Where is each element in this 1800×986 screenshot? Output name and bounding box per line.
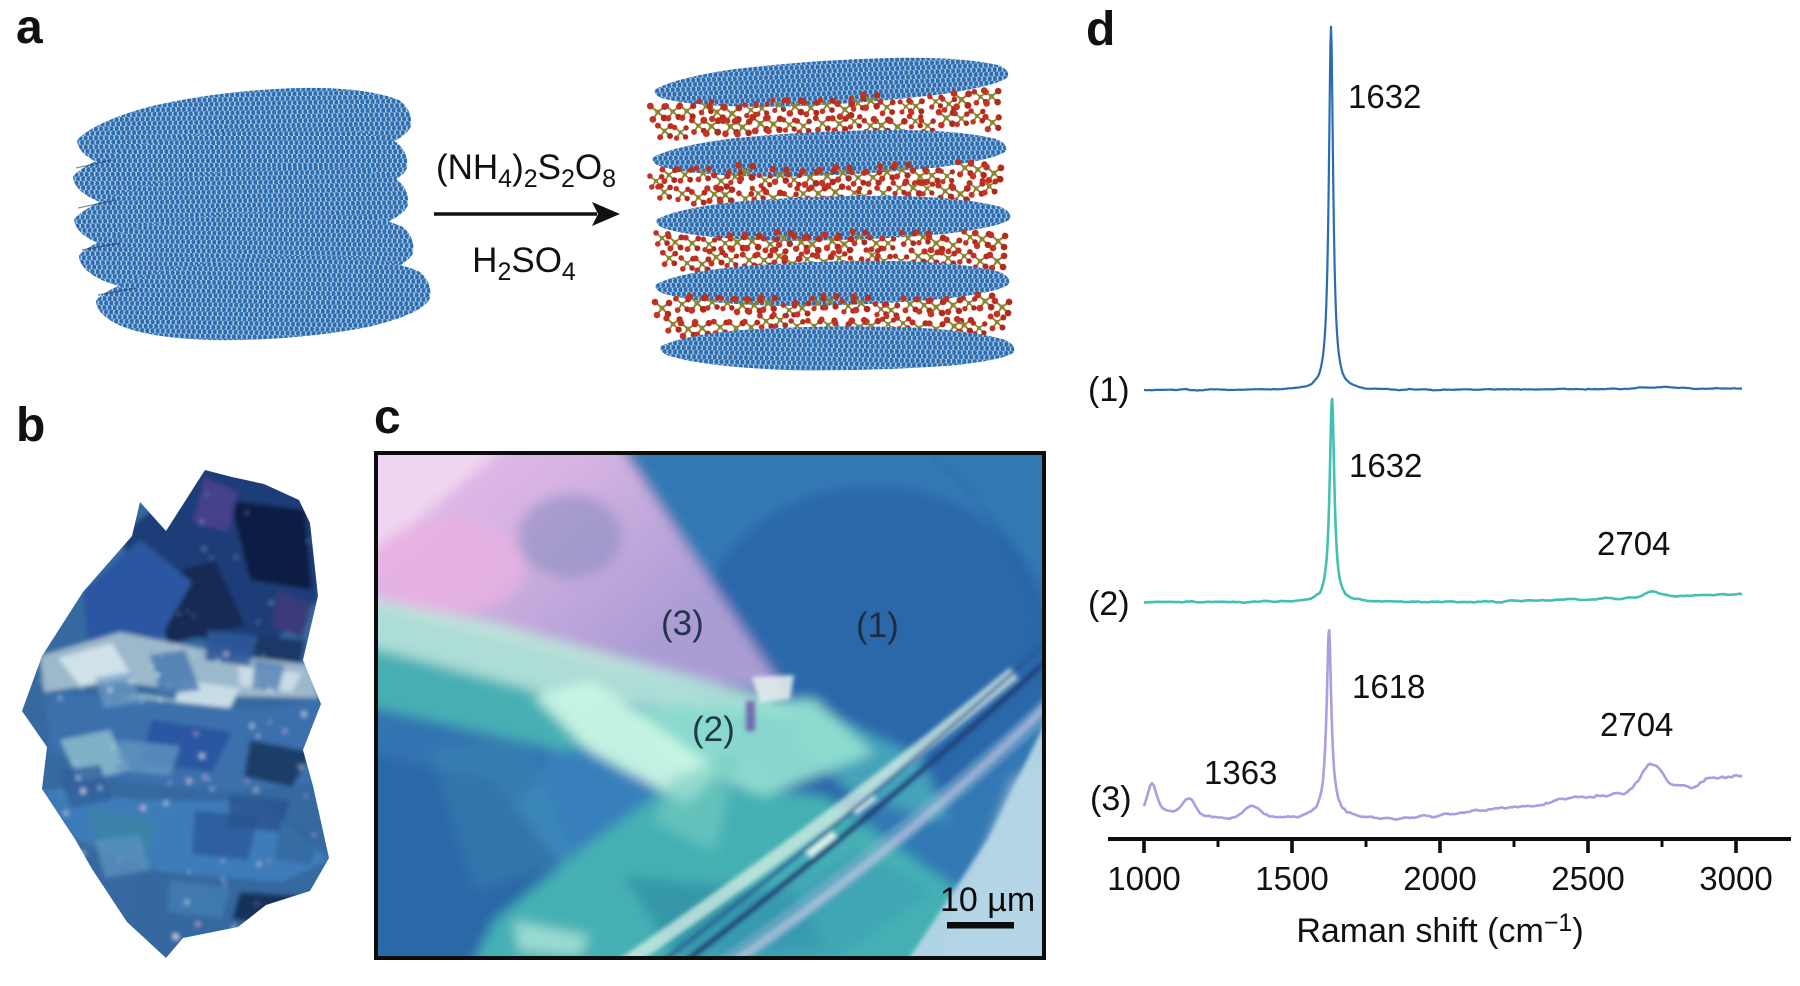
svg-text:(3): (3) xyxy=(661,604,704,643)
svg-text:1500: 1500 xyxy=(1255,860,1328,897)
svg-text:(2): (2) xyxy=(1088,585,1130,623)
svg-text:(1): (1) xyxy=(1088,371,1130,409)
svg-text:1632: 1632 xyxy=(1348,78,1421,115)
svg-text:1618: 1618 xyxy=(1352,668,1425,705)
svg-text:10 µm: 10 µm xyxy=(940,881,1035,919)
svg-text:(1): (1) xyxy=(856,606,899,645)
svg-text:1000: 1000 xyxy=(1107,860,1180,897)
svg-text:2704: 2704 xyxy=(1600,706,1673,743)
svg-text:2500: 2500 xyxy=(1551,860,1624,897)
svg-text:2704: 2704 xyxy=(1597,525,1670,562)
svg-text:3000: 3000 xyxy=(1699,860,1772,897)
svg-text:1632: 1632 xyxy=(1349,447,1422,484)
svg-text:2000: 2000 xyxy=(1403,860,1476,897)
svg-text:H2SO4: H2SO4 xyxy=(472,241,576,286)
svg-text:Raman shift (cm−1): Raman shift (cm−1) xyxy=(1296,909,1583,950)
svg-text:1363: 1363 xyxy=(1204,754,1277,791)
svg-text:(2): (2) xyxy=(692,710,735,749)
svg-text:(NH4)2S2O8: (NH4)2S2O8 xyxy=(436,148,616,193)
svg-text:(3): (3) xyxy=(1090,780,1132,818)
